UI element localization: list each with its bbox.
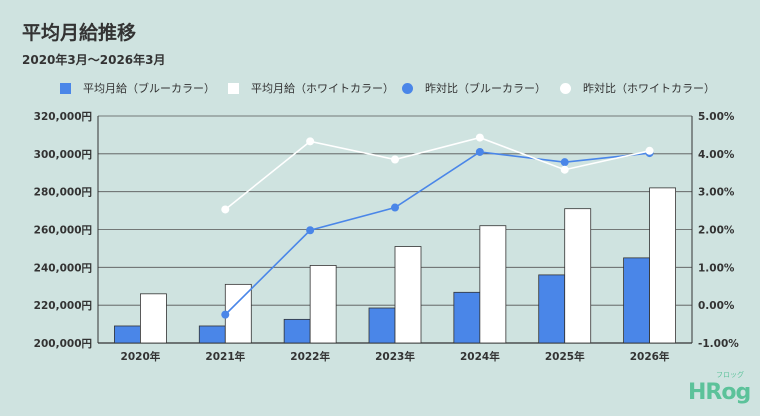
data-point (645, 146, 654, 155)
legend-swatch-white-bar (228, 82, 239, 94)
x-tick-label: 2021年 (205, 350, 245, 363)
legend-item-blue-yoy: 昨対比（ブルーカラー） (402, 80, 546, 96)
bar (309, 265, 337, 344)
bar (564, 208, 592, 344)
chart-legend: 平均月給（ブルーカラー） 平均月給（ホワイトカラー） 昨対比（ブルーカラー） 昨… (60, 80, 750, 98)
y-left-tick-label: 240,000円 (34, 262, 92, 274)
data-point (475, 147, 484, 156)
y-left-tick-label: 200,000円 (34, 338, 92, 350)
data-point (560, 158, 569, 167)
series-line (224, 151, 650, 316)
chart-subtitle: 2020年3月～2026年3月 (22, 53, 166, 67)
y-right-tick-label: 4.00% (698, 149, 735, 161)
bar (394, 246, 422, 344)
x-tick-label: 2020年 (121, 350, 161, 363)
legend-item-white-yoy: 昨対比（ホワイトカラー） (560, 80, 715, 96)
x-tick-label: 2022年 (290, 350, 330, 363)
data-point (221, 205, 230, 214)
bar (114, 325, 141, 344)
brand-logo: HRog (688, 380, 751, 405)
x-tick-label: 2026年 (630, 350, 670, 363)
y-right-tick-label: 5.00% (698, 111, 735, 123)
bar (538, 274, 566, 344)
data-point (475, 133, 484, 142)
bar (368, 307, 396, 344)
legend-label: 昨対比（ブルーカラー） (425, 82, 546, 95)
data-point (306, 226, 315, 235)
y-left-tick-label: 300,000円 (34, 149, 92, 161)
bar (649, 187, 676, 344)
x-tick-label: 2025年 (545, 350, 585, 363)
y-left-tick-label: 260,000円 (34, 225, 92, 237)
bar (140, 293, 167, 344)
data-point (560, 165, 569, 174)
bar (453, 291, 481, 344)
x-tick-label: 2023年 (375, 350, 415, 363)
y-left-tick-label: 320,000円 (34, 111, 92, 123)
y-right-tick-label: 0.00% (698, 300, 735, 312)
data-point (391, 203, 399, 212)
legend-item-blue-salary: 平均月給（ブルーカラー） (60, 80, 215, 96)
bar (198, 325, 226, 344)
y-left-tick-label: 220,000円 (34, 300, 92, 312)
legend-label: 平均月給（ブルーカラー） (83, 82, 215, 95)
bar (283, 318, 311, 344)
legend-swatch-white-dot (560, 82, 571, 94)
bar (623, 257, 650, 344)
y-right-tick-label: -1.00% (698, 338, 739, 350)
legend-swatch-blue-bar (60, 82, 71, 94)
logo-kana: フロッグ (716, 371, 744, 379)
y-right-tick-label: 1.00% (698, 262, 735, 274)
legend-label: 昨対比（ホワイトカラー） (583, 82, 715, 95)
data-point (306, 137, 315, 146)
y-left-tick-label: 280,000円 (34, 187, 92, 199)
y-right-tick-label: 2.00% (698, 225, 735, 237)
data-point (221, 310, 230, 319)
series-line (224, 136, 650, 211)
chart-title: 平均月給推移 (22, 22, 137, 44)
data-point (391, 155, 399, 164)
legend-item-white-salary: 平均月給（ホワイトカラー） (228, 80, 394, 96)
bar (479, 225, 507, 344)
y-right-tick-label: 3.00% (698, 187, 735, 199)
x-tick-label: 2024年 (460, 350, 500, 363)
legend-swatch-blue-dot (402, 82, 413, 94)
legend-label: 平均月給（ホワイトカラー） (251, 82, 394, 95)
